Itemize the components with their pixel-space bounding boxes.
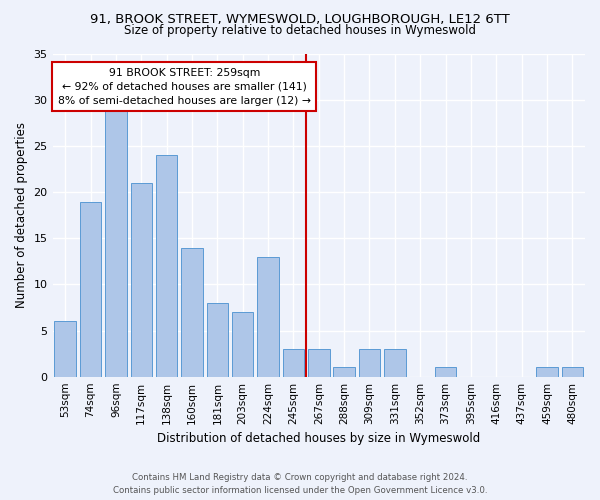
Bar [334,368,355,376]
X-axis label: Distribution of detached houses by size in Wymeswold: Distribution of detached houses by size … [157,432,481,445]
Text: 91, BROOK STREET, WYMESWOLD, LOUGHBOROUGH, LE12 6TT: 91, BROOK STREET, WYMESWOLD, LOUGHBOROUG… [90,12,510,26]
Bar [257,257,279,376]
Bar [232,312,253,376]
Bar [283,349,304,376]
Y-axis label: Number of detached properties: Number of detached properties [15,122,28,308]
Bar [562,368,583,376]
Bar [131,183,152,376]
Bar [55,322,76,376]
Bar [80,202,101,376]
Bar [384,349,406,376]
Text: Contains HM Land Registry data © Crown copyright and database right 2024.
Contai: Contains HM Land Registry data © Crown c… [113,474,487,495]
Bar [181,248,203,376]
Bar [308,349,329,376]
Bar [536,368,558,376]
Bar [206,303,228,376]
Text: 91 BROOK STREET: 259sqm
← 92% of detached houses are smaller (141)
8% of semi-de: 91 BROOK STREET: 259sqm ← 92% of detache… [58,68,311,106]
Bar [359,349,380,376]
Bar [435,368,457,376]
Bar [156,156,178,376]
Text: Size of property relative to detached houses in Wymeswold: Size of property relative to detached ho… [124,24,476,37]
Bar [105,110,127,376]
